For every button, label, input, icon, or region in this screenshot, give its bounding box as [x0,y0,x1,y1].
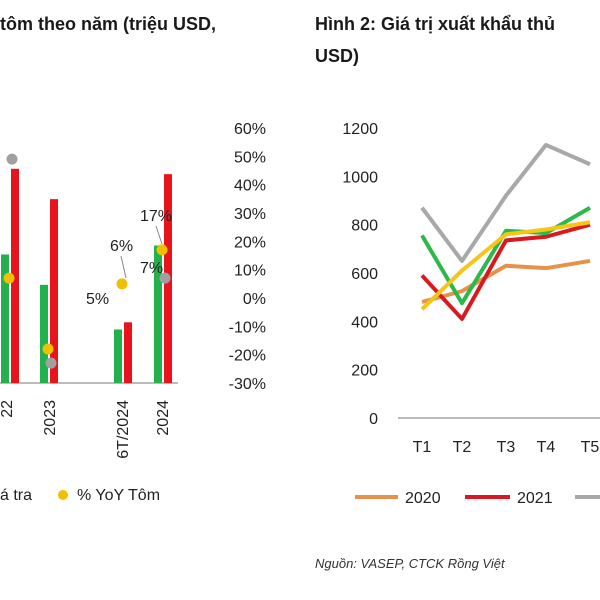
bar [114,329,122,383]
right-x-ticks: T1 T2 T3 T4 T5 [413,439,600,456]
y2-tick-label: 30% [234,206,266,223]
line-series [421,258,591,304]
x-tick-label: 2024 [155,400,172,436]
right-legend: 2020 2021 [355,490,600,507]
marker-point [3,272,15,284]
left-chart: tôm theo năm (triệu USD, 60% 50% 40% 30% 20%… [0,14,266,504]
bar [11,168,19,383]
right-chart-title-line1: Hình 2: Giá trị xuất khẩu thủ [315,14,555,34]
y2-tick-label: 10% [234,263,266,280]
marker-point [6,153,18,165]
bar [40,284,48,383]
line-series [420,206,591,306]
y2-tick-label: -10% [229,319,266,336]
right-lines [420,142,591,321]
marker-point [42,343,54,355]
legend-item-2020: 2020 [405,490,441,507]
left-legend-item-ca-tra: á tra [0,487,32,504]
x-tick-label: T5 [581,439,600,456]
leader-line [120,255,127,279]
data-label-6t2024: 6% [110,238,133,255]
y2-tick-label: 0% [243,291,266,308]
right-y-axis: 1200 1000 800 600 400 200 0 [342,121,378,428]
y2-tick-label: 20% [234,234,266,251]
y-tick-label: 400 [351,314,378,331]
line-series [420,222,591,321]
line-series [420,220,591,311]
x-tick-label: 22 [0,400,16,418]
y2-tick-label: 40% [234,178,266,195]
bar [124,322,132,383]
y-tick-label: 200 [351,363,378,380]
left-markers [3,153,171,369]
data-label-17pct: 17% [140,208,172,225]
left-chart-title: tôm theo năm (triệu USD, [0,14,216,34]
y2-tick-label: 60% [234,121,266,138]
left-x-ticks: 22 2023 6T/2024 2024 [0,400,172,459]
marker-point [45,357,57,369]
y-tick-label: 1000 [342,169,378,186]
x-tick-label: 6T/2024 [115,400,132,459]
legend-item-2021: 2021 [517,490,553,507]
y2-tick-label: -30% [229,376,266,393]
y-tick-label: 1200 [342,121,378,138]
y-tick-label: 0 [369,411,378,428]
right-chart-title-line2: USD) [315,46,359,66]
data-label-7pct: 7% [140,260,163,277]
x-tick-label: T2 [453,439,472,456]
marker-point [159,272,171,284]
left-data-labels: 6% 5% 7% 17% [86,208,172,308]
line-series [420,142,591,263]
bar [50,199,58,383]
left-legend: á tra % YoY Tôm [0,487,160,504]
marker-point [156,244,168,256]
y2-tick-label: -20% [229,348,266,365]
x-tick-label: T1 [413,439,432,456]
leader-line [155,225,163,245]
x-tick-label: 2023 [42,400,59,436]
data-label-5pct: 5% [86,291,109,308]
x-tick-label: T3 [497,439,516,456]
right-chart: Hình 2: Giá trị xuất khẩu thủ USD) 12001… [315,14,600,571]
bar [1,254,9,383]
y2-tick-label: 50% [234,149,266,166]
bar [154,245,162,383]
legend-dot-yoy-tom [58,490,68,500]
x-tick-label: T4 [537,439,556,456]
marker-point [116,278,128,290]
y-tick-label: 800 [351,218,378,235]
left-y2-axis: 60% 50% 40% 30% 20% 10% 0% -10% -20% -30% [229,121,266,393]
y-tick-label: 600 [351,266,378,283]
left-legend-item-yoy-tom: % YoY Tôm [77,487,160,504]
source-note: Nguồn: VASEP, CTCK Rồng Việt [315,556,506,571]
